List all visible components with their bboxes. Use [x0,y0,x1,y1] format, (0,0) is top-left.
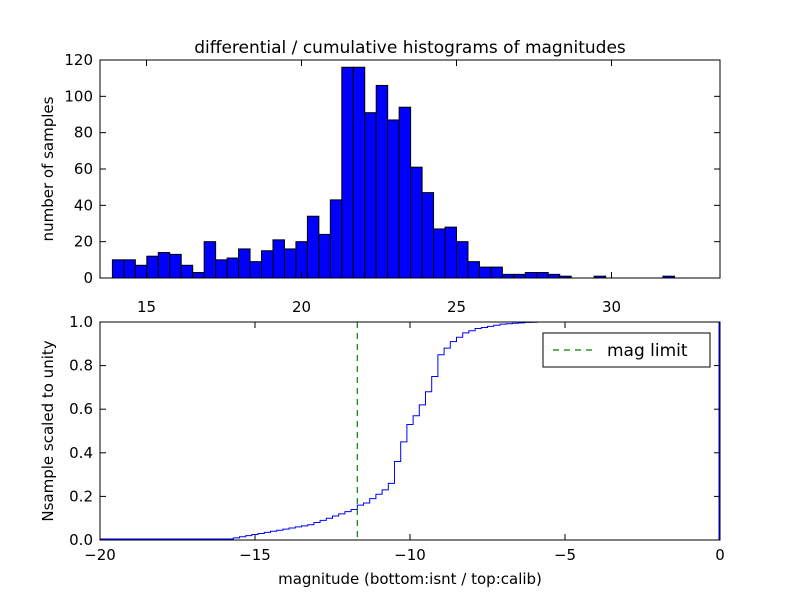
bottom-y-ticks: 0.0 0.2 0.4 0.6 0.8 1.0 [69,313,720,549]
histogram-bar [364,112,377,279]
histogram-bar [421,192,435,279]
x-tick-label: −5 [554,546,576,564]
top-x-ticks: 15 20 25 30 [137,60,621,316]
y-tick-label: 0.2 [69,487,93,505]
bottom-x-axis-label: magnitude (bottom:isnt / top:calib) [278,570,542,588]
top-chart-title: differential / cumulative histograms of … [194,38,626,58]
legend-frame [542,332,711,368]
y-tick-label: 80 [74,124,93,142]
legend-label: mag limit [607,341,688,361]
histogram-bar [261,250,274,279]
y-tick-label: 20 [74,233,93,251]
x-tick-label: −20 [84,546,116,564]
x-tick-label: 15 [137,298,156,316]
y-tick-label: 0.0 [69,531,93,549]
bottom-y-axis-label: Nsample scaled to unity [39,340,57,521]
top-axes: differential / cumulative histograms of … [39,38,721,316]
histogram-bar [306,215,320,279]
cumulative-line [100,321,720,540]
histogram-bar [123,259,136,279]
histogram-bar [111,259,125,279]
histogram-bar [456,241,469,279]
histogram-bar [180,264,194,279]
legend: mag limit [542,332,711,368]
histogram-bar [341,66,354,279]
y-tick-label: 100 [64,87,93,105]
histogram-bar [238,248,251,279]
histogram-bar [352,66,366,279]
x-tick-label: 0 [715,546,725,564]
y-tick-label: 60 [74,160,93,178]
histogram-bar [547,273,561,279]
histogram-bar [283,248,297,279]
histogram-bar [329,199,343,279]
histogram-bar [249,261,263,279]
histogram-bar [490,266,503,279]
histogram-bar [318,233,331,279]
histogram-bar [375,84,389,279]
histogram-bar [203,241,217,279]
histogram-bar [226,257,240,279]
x-tick-label: 30 [602,298,621,316]
histogram-bar [444,226,457,279]
histogram-bar [478,266,492,279]
y-tick-label: 0 [83,269,93,287]
y-tick-label: 1.0 [69,313,93,331]
bottom-axes: 0.0 0.2 0.4 0.6 0.8 1.0 −20 −15 −10 −5 0 magnitud… [39,313,725,588]
histogram-bar [467,261,480,279]
histogram-bars [111,66,675,279]
y-tick-label: 120 [64,51,93,69]
bottom-x-ticks: −20 −15 −10 −5 0 [84,322,725,564]
histogram-bar [387,119,400,279]
histogram-bar [536,272,549,279]
x-tick-label: 20 [292,298,311,316]
histogram-bar [513,273,526,279]
x-tick-label: −15 [239,546,271,564]
histogram-bar [134,264,148,279]
histogram-bar [398,106,412,279]
histogram-bar [433,228,446,279]
histogram-bar [410,166,423,279]
histogram-bar [501,273,515,279]
histogram-bar [169,253,182,279]
histogram-bar [192,272,205,279]
top-y-ticks: 0 20 40 60 80 100 120 [64,51,720,287]
histogram-bar [272,239,285,279]
y-tick-label: 0.6 [69,400,93,418]
y-tick-label: 0.8 [69,357,93,375]
histogram-bar [146,255,159,279]
histogram-bar [524,272,538,279]
y-tick-label: 0.4 [69,444,93,462]
x-tick-label: −10 [394,546,426,564]
histogram-bar [157,252,171,279]
x-tick-label: 25 [447,298,466,316]
histogram-bar [215,259,228,279]
y-tick-label: 40 [74,196,93,214]
top-y-axis-label: number of samples [39,96,57,241]
